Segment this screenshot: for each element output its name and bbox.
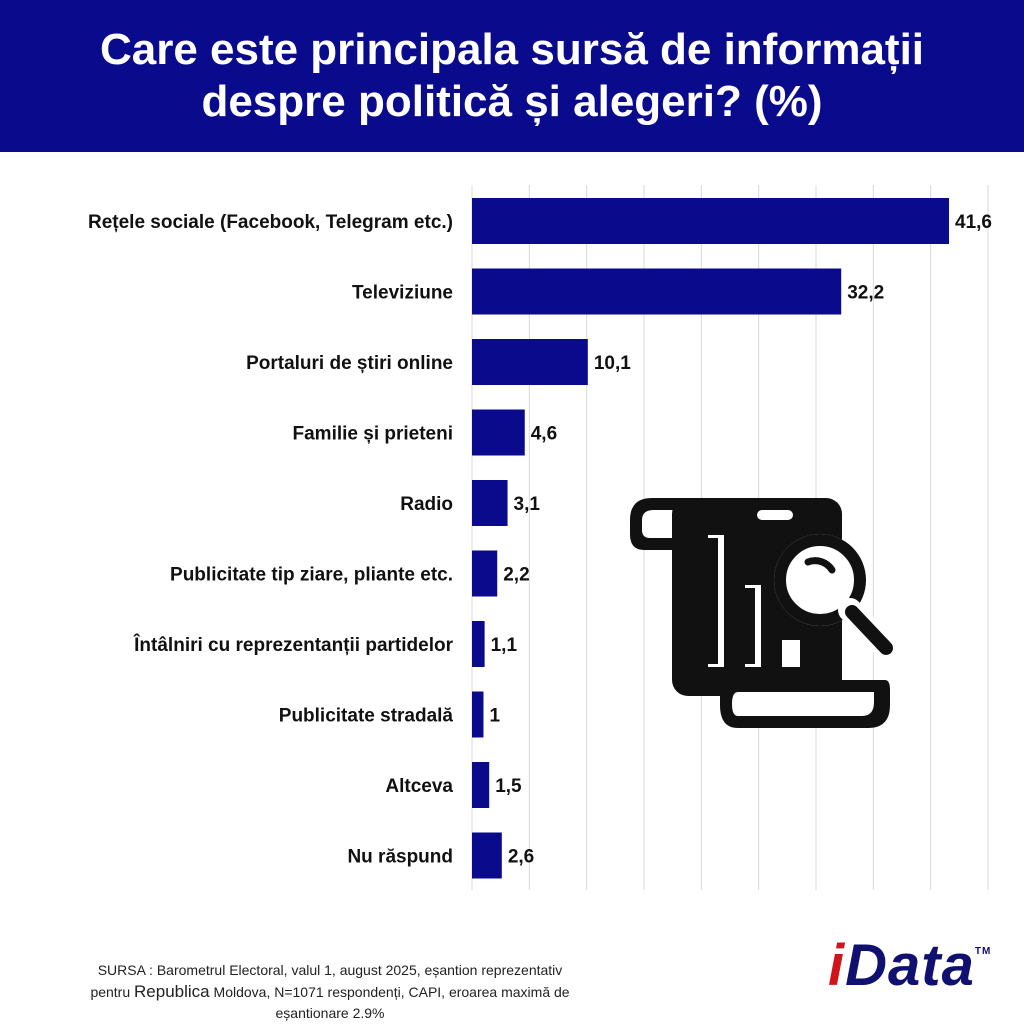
value-label: 3,1 (514, 494, 541, 515)
value-label: 1 (489, 706, 500, 727)
bar (472, 268, 842, 315)
category-label: Familie și prieteni (293, 424, 454, 445)
value-label: 10,1 (594, 353, 631, 374)
idata-logo: iDataTM (828, 932, 991, 999)
category-label: Rețele sociale (Facebook, Telegram etc.) (88, 212, 453, 233)
title-line-1: Care este principala sursă de informații (99, 25, 925, 74)
header-banner: Care este principala sursă de informații… (0, 0, 1024, 152)
bar (472, 198, 950, 244)
source-note: SURSA : Barometrul Electoral, valul 1, a… (30, 960, 630, 1024)
bar (472, 480, 508, 526)
source-line-1: SURSA : Barometrul Electoral, valul 1, a… (97, 962, 563, 978)
title-line-2: despre politică și alegeri? (%) (201, 77, 823, 126)
bar (472, 621, 485, 667)
source-line-2-big: Republica (134, 982, 210, 1001)
category-label: Întâlniri cu reprezentanții partidelor (133, 634, 453, 656)
value-label: 2,6 (508, 847, 534, 868)
category-label: Publicitate tip ziare, pliante etc. (170, 565, 453, 586)
source-line-2-post: Moldova, N=1071 respondenți, CAPI, eroar… (213, 984, 570, 1000)
category-label: Portaluri de știri online (246, 353, 453, 374)
bar (472, 762, 490, 808)
bar-chart: Rețele sociale (Facebook, Telegram etc.)… (88, 185, 992, 890)
category-label: Nu răspund (347, 847, 453, 868)
value-label: 2,2 (503, 565, 529, 586)
report-search-icon (630, 498, 900, 728)
chart-title: Care este principala sursă de informații… (32, 24, 992, 128)
logo-trademark: TM (974, 946, 992, 957)
bar (472, 339, 588, 385)
source-line-2-pre: pentru (90, 984, 131, 1000)
value-label: 41,6 (955, 212, 992, 233)
value-label: 1,5 (495, 776, 522, 797)
value-label: 4,6 (531, 424, 557, 445)
logo-i: i (828, 933, 846, 998)
bar (472, 550, 498, 597)
bar (472, 409, 525, 456)
bar (472, 832, 502, 879)
category-label: Televiziune (352, 283, 453, 304)
category-label: Altceva (385, 776, 453, 797)
logo-rest: Data (845, 933, 975, 998)
source-line-3: eșantionare 2.9% (275, 1005, 385, 1021)
chart-bars: Rețele sociale (Facebook, Telegram etc.)… (88, 198, 992, 879)
category-label: Publicitate stradală (279, 706, 454, 727)
value-label: 1,1 (491, 635, 518, 656)
category-label: Radio (400, 494, 453, 515)
value-label: 32,2 (847, 283, 884, 304)
bar (472, 691, 484, 738)
